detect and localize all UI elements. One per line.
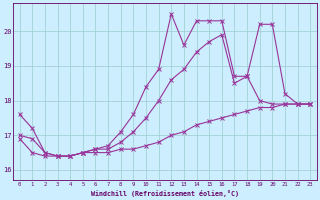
X-axis label: Windchill (Refroidissement éolien,°C): Windchill (Refroidissement éolien,°C) (91, 190, 239, 197)
